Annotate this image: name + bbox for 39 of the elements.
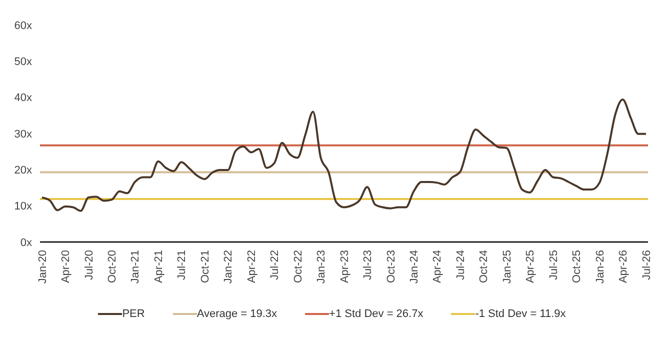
y-tick-label: 30x — [14, 128, 32, 140]
line-series — [41, 98, 647, 212]
x-tick-label: Jul-24 — [454, 250, 467, 280]
x-tick-label: Jul-20 — [83, 250, 96, 280]
y-tick-label: 60x — [14, 20, 32, 32]
x-tick-label: Apr-24 — [432, 250, 444, 284]
y-tick-label: 50x — [14, 56, 32, 68]
x-tick-label: Apr-22 — [246, 250, 258, 284]
legend-label: Average = 19.3x — [196, 308, 278, 320]
y-tick-label: 10x — [14, 200, 32, 213]
x-tick-label: Jul-25 — [548, 250, 560, 280]
x-tick-label: Jul-26 — [640, 250, 653, 280]
x-tick-label: Apr-20 — [60, 250, 72, 284]
x-tick-label: Oct-20 — [106, 250, 118, 284]
x-tick-label: Apr-26 — [618, 250, 630, 284]
x-tick-label: Jan-25 — [501, 250, 514, 284]
x-tick-label: Jan-23 — [316, 250, 328, 284]
legend-label: -1 Std Dev = 11.9x — [475, 308, 566, 320]
x-tick-label: Oct-23 — [385, 250, 398, 284]
x-tick-label: Oct-25 — [571, 250, 584, 284]
x-tick-label: Oct-21 — [199, 250, 212, 284]
x-tick-label: Jan-20 — [36, 250, 49, 284]
y-tick-label: 0x — [20, 236, 32, 249]
x-tick-label: Apr-23 — [338, 250, 351, 284]
x-tick-label: Jul-21 — [176, 250, 188, 280]
x-tick-label: Jul-23 — [362, 250, 374, 280]
x-tick-label: Apr-25 — [524, 250, 537, 284]
legend-label: PER — [122, 308, 145, 320]
x-tick-label: Oct-22 — [292, 250, 304, 284]
x-tick-label: Jul-22 — [269, 250, 282, 280]
x-tick-label: Jan-24 — [408, 250, 420, 284]
x-tick-label: Oct-24 — [478, 250, 490, 284]
x-tick-label: Apr-21 — [152, 250, 165, 284]
legend-label: +1 Std Dev = 26.7x — [329, 308, 424, 320]
x-tick-label: Jan-26 — [594, 250, 606, 284]
y-tick-label: 20x — [14, 164, 32, 177]
x-tick-label: Jan-22 — [222, 250, 235, 284]
x-tick-label: Jan-21 — [130, 250, 142, 284]
y-tick-label: 40x — [14, 92, 32, 104]
